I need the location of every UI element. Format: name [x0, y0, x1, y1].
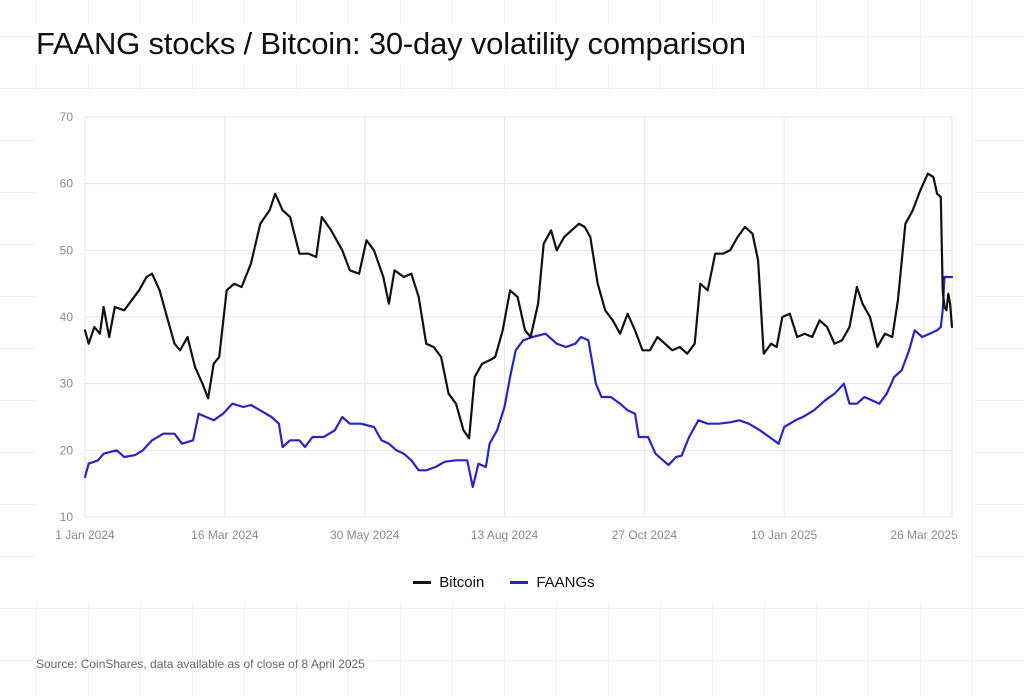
legend-item-faangs[interactable]: FAANGs [510, 574, 595, 591]
axes: 10 20 30 40 50 60 70 1 Jan 2024 16 Mar 2024 30 Ma… [55, 110, 958, 542]
x-tick-label: 16 Mar 2024 [191, 528, 259, 542]
legend-label-bitcoin: Bitcoin [439, 574, 485, 591]
legend: Bitcoin FAANGs [36, 574, 972, 591]
legend-swatch-faangs [510, 581, 529, 584]
x-tick-label: 10 Jan 2025 [751, 528, 817, 542]
x-tick-label: 27 Oct 2024 [612, 528, 678, 542]
line-chart: 10 20 30 40 50 60 70 1 Jan 2024 16 Mar 2024 30 Ma… [55, 110, 958, 542]
source-note: Source: CoinShares, data available as of… [36, 657, 369, 671]
y-tick-label: 70 [60, 110, 74, 124]
legend-item-bitcoin[interactable]: Bitcoin [413, 574, 484, 591]
series [83, 172, 954, 489]
y-tick-label: 40 [60, 310, 74, 324]
y-tick-label: 20 [60, 443, 74, 457]
grid [84, 116, 953, 518]
y-tick-label: 30 [60, 377, 74, 391]
chart-area: 10 20 30 40 50 60 70 1 Jan 2024 16 Mar 2024 30 Ma… [36, 92, 972, 602]
y-tick-label: 50 [60, 243, 74, 257]
legend-swatch-bitcoin [413, 581, 432, 584]
chart-title: FAANG stocks / Bitcoin: 30-day volatilit… [36, 24, 750, 64]
series-line-faangs [83, 275, 954, 489]
x-tick-label: 1 Jan 2024 [55, 528, 115, 542]
y-tick-label: 10 [60, 510, 74, 524]
series-line-bitcoin [83, 172, 954, 440]
x-tick-label: 13 Aug 2024 [471, 528, 539, 542]
x-tick-label: 30 May 2024 [330, 528, 400, 542]
y-tick-label: 60 [60, 177, 74, 191]
x-tick-label: 26 Mar 2025 [890, 528, 958, 542]
legend-label-faangs: FAANGs [536, 574, 595, 591]
